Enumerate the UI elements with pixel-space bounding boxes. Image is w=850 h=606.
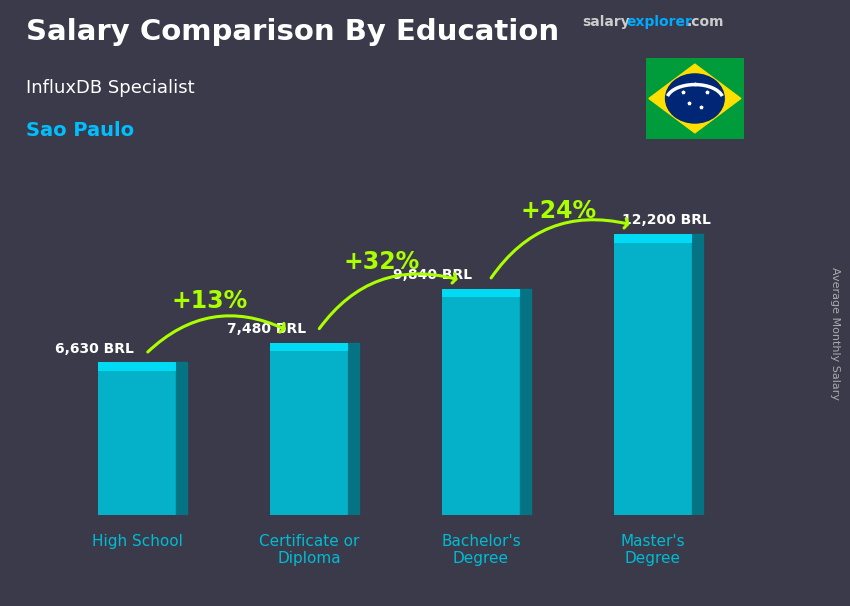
Text: Salary Comparison By Education: Salary Comparison By Education: [26, 18, 558, 46]
Text: Average Monthly Salary: Average Monthly Salary: [830, 267, 840, 400]
Text: 7,480 BRL: 7,480 BRL: [226, 322, 306, 336]
Bar: [615, 234, 692, 243]
Bar: [99, 362, 176, 515]
Bar: [615, 234, 692, 515]
Text: Sao Paulo: Sao Paulo: [26, 121, 133, 140]
Text: +13%: +13%: [171, 289, 247, 313]
Polygon shape: [519, 288, 531, 515]
Bar: [99, 362, 176, 371]
Text: explorer: explorer: [626, 15, 692, 29]
Circle shape: [666, 74, 724, 123]
Text: .com: .com: [687, 15, 724, 29]
Text: 9,840 BRL: 9,840 BRL: [394, 268, 473, 282]
Text: InfluxDB Specialist: InfluxDB Specialist: [26, 79, 194, 97]
Bar: [270, 343, 348, 515]
Polygon shape: [348, 343, 360, 515]
Text: +32%: +32%: [343, 250, 419, 274]
Polygon shape: [176, 362, 188, 515]
Text: +24%: +24%: [520, 199, 597, 223]
Polygon shape: [692, 234, 703, 515]
Bar: [270, 343, 348, 351]
Polygon shape: [649, 64, 741, 133]
Text: 12,200 BRL: 12,200 BRL: [622, 213, 711, 227]
Bar: [442, 288, 519, 297]
Text: salary: salary: [582, 15, 630, 29]
Bar: [442, 288, 519, 515]
Text: 6,630 BRL: 6,630 BRL: [54, 342, 133, 356]
